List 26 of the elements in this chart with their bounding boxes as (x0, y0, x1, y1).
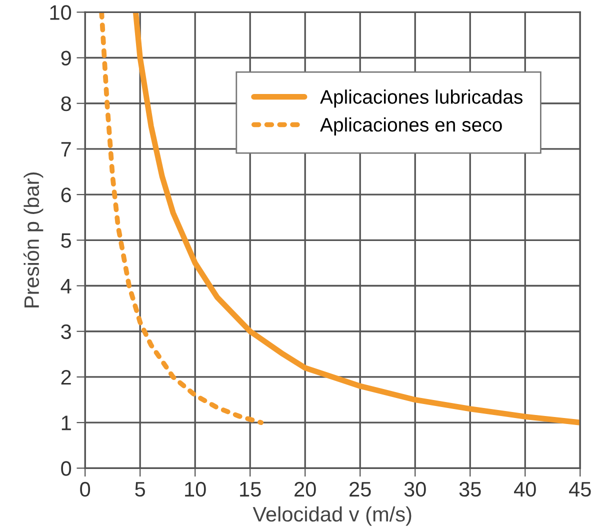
x-tick-label: 20 (294, 482, 316, 497)
x-tick-label: 0 (80, 482, 90, 497)
x-tick-label: 5 (135, 482, 146, 497)
line-series (99, 12, 264, 425)
x-tick-label: 25 (350, 482, 371, 497)
y-tick-label: 4 (60, 278, 72, 294)
legend-label: Aplicaciones lubricadas (320, 90, 523, 108)
y-axis-title: Presión p (bar) (24, 172, 44, 308)
y-tick-label: 6 (61, 188, 71, 202)
y-tick-label: 9 (61, 50, 71, 66)
y-tick-label: 3 (61, 324, 71, 340)
x-tick-label: 45 (569, 482, 591, 497)
y-tick-label: 0 (61, 461, 72, 476)
x-tick-label: 10 (185, 482, 206, 497)
legend-label: Aplicaciones en seco (320, 117, 502, 136)
y-tick-label: 7 (61, 142, 71, 157)
x-tick-label: 35 (459, 482, 481, 497)
x-tick-label: 30 (404, 482, 426, 497)
y-tick-label: 1 (62, 416, 71, 430)
y-tick-label: 5 (61, 233, 72, 248)
y-tick-label: 8 (61, 96, 71, 112)
y-tick-label: 10 (50, 5, 72, 20)
y-tick-label: 2 (61, 370, 71, 385)
x-tick-label: 40 (514, 482, 536, 497)
x-tick-label: 15 (240, 482, 261, 497)
x-axis-title: Velocidad v (m/s) (252, 506, 412, 526)
